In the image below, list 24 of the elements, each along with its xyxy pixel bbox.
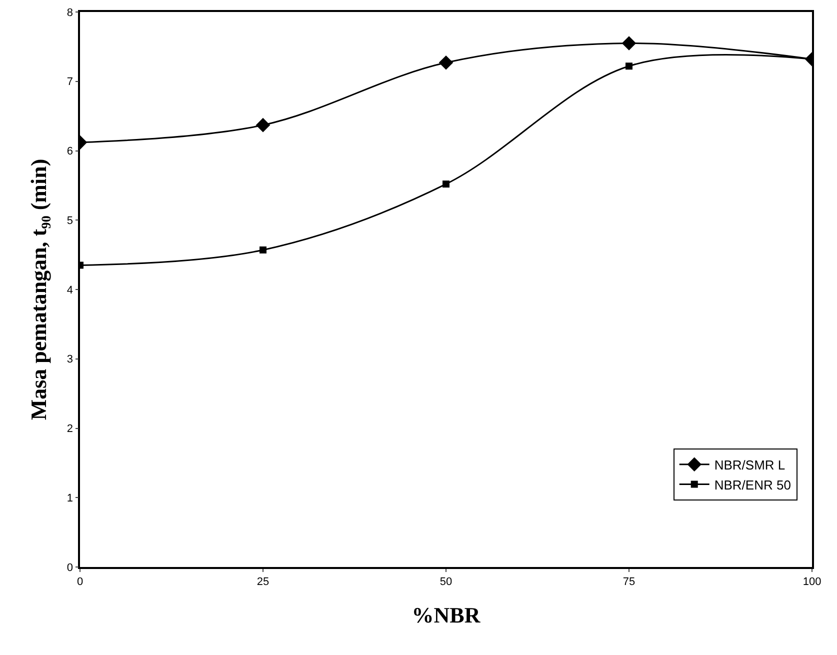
point bbox=[626, 62, 632, 70]
x-axis-title: %NBR bbox=[412, 602, 482, 628]
point bbox=[256, 118, 270, 132]
legend-label: NBR/SMR L bbox=[714, 457, 786, 472]
legend-label: NBR/ENR 50 bbox=[714, 477, 791, 492]
y-tick-label: 5 bbox=[66, 214, 74, 227]
y-axis-title: Masa pematangan, t₉₀ (min) bbox=[26, 158, 52, 420]
x-tick-label: 0 bbox=[76, 576, 84, 588]
y-tick-label: 8 bbox=[66, 6, 74, 19]
x-tick-label: 100 bbox=[802, 576, 822, 588]
y-tick-label: 1 bbox=[66, 492, 74, 504]
point bbox=[622, 36, 636, 50]
x-tick-label: 75 bbox=[622, 576, 636, 588]
y-tick-label: 3 bbox=[66, 354, 74, 366]
y-tick-label: 2 bbox=[66, 423, 74, 436]
x-tick-label: 50 bbox=[440, 576, 452, 588]
point bbox=[438, 55, 454, 70]
y-tick-label: 6 bbox=[66, 146, 74, 158]
point bbox=[442, 180, 450, 188]
point bbox=[260, 246, 266, 254]
y-tick-label: 4 bbox=[66, 284, 74, 296]
y-tick-label: 0 bbox=[66, 562, 74, 574]
y-tick-label: 7 bbox=[66, 76, 74, 88]
x-tick-label: 25 bbox=[256, 576, 270, 588]
